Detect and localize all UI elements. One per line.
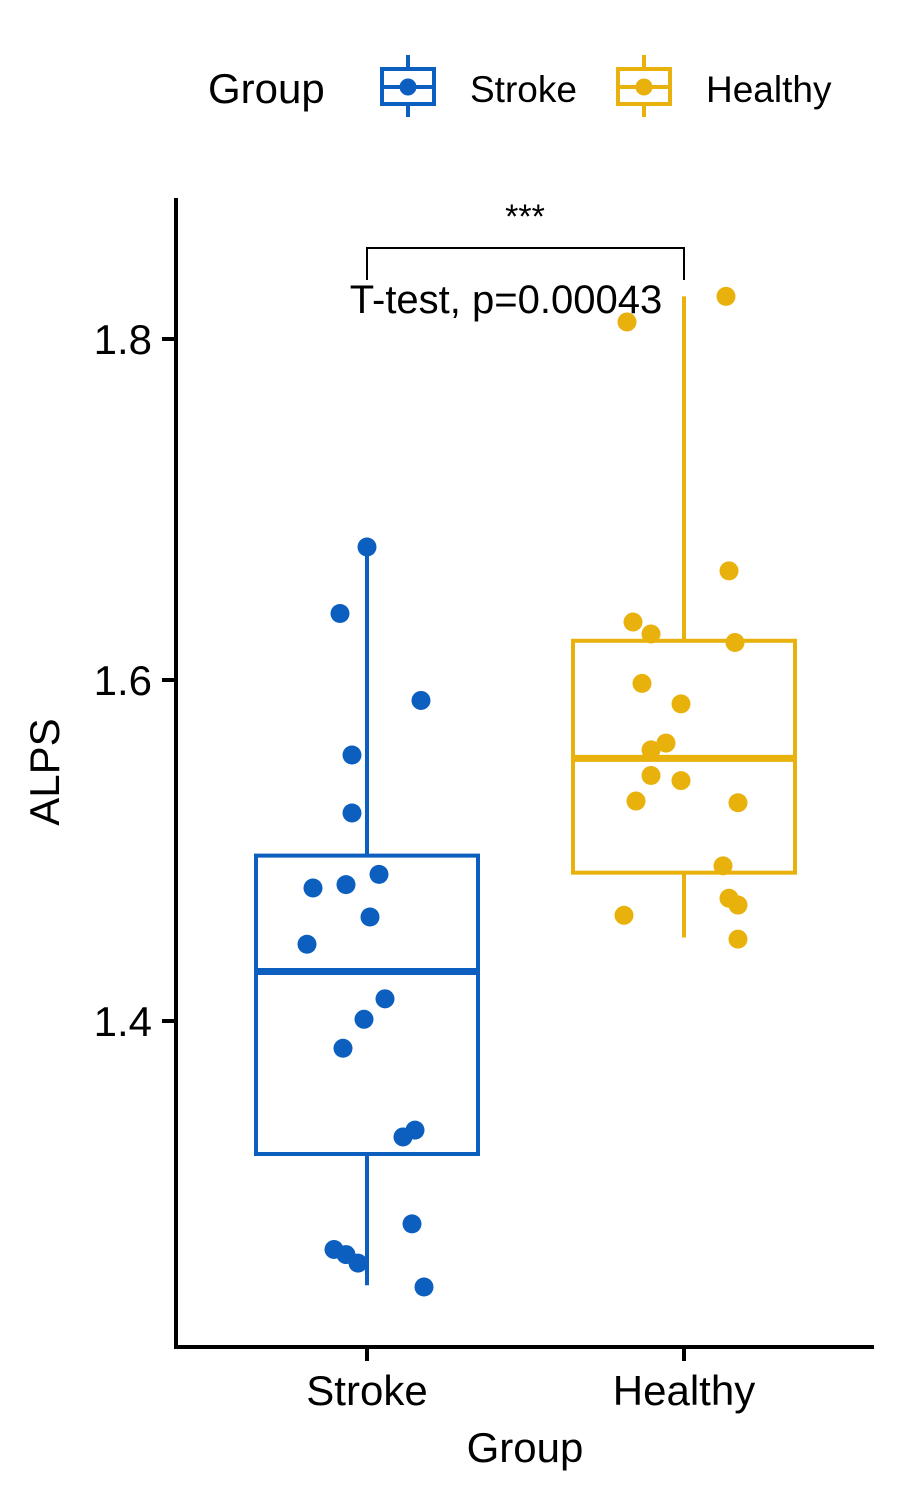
data-point [411,690,431,710]
x-tick-label: Stroke [306,1367,427,1414]
data-point [342,745,362,765]
data-point [728,793,748,813]
data-point [336,875,356,895]
data-point [728,929,748,949]
data-point [728,895,748,915]
data-point [360,907,380,927]
y-axis-title: ALPS [21,718,68,825]
box-group-healthy [571,286,797,949]
data-point [713,856,733,876]
y-tick-label: 1.8 [94,316,152,363]
data-point [330,604,350,624]
data-point [719,561,739,581]
data-point [393,1127,413,1147]
x-axis-title: Group [467,1424,584,1471]
data-point [641,765,661,785]
legend-item-stroke: Stroke [380,55,577,117]
data-point [617,312,637,332]
data-point [375,989,395,1009]
data-point [671,694,691,714]
legend-label-healthy: Healthy [706,69,832,110]
data-point [626,791,646,811]
data-point [414,1277,434,1297]
legend-key-point [399,78,417,96]
test-label: T-test, p=0.00043 [350,278,662,322]
data-point [297,934,317,954]
data-point [641,624,661,644]
legend-key-point [635,78,653,96]
legend-title: Group [208,65,325,112]
x-tick-label: Healthy [613,1367,755,1414]
data-point [671,771,691,791]
data-point [303,878,323,898]
data-point [725,632,745,652]
data-point [354,1009,374,1029]
data-point [632,673,652,693]
box [254,853,480,1156]
legend-item-healthy: Healthy [616,55,832,117]
data-point [641,740,661,760]
significance-annotation: *** T-test, p=0.00043 [350,198,685,322]
significance-stars: *** [505,198,545,236]
y-tick-label: 1.6 [94,657,152,704]
data-point [333,1038,353,1058]
legend: Group Stroke Healthy [208,55,832,117]
y-tick-label: 1.4 [94,998,152,1045]
data-point [402,1214,422,1234]
data-point [614,905,634,925]
data-point [716,286,736,306]
data-point [623,612,643,632]
data-point [342,803,362,823]
data-point [357,537,377,557]
significance-bracket [366,247,685,280]
data-point [348,1253,368,1273]
legend-label-stroke: Stroke [470,69,577,110]
box-group-stroke [254,537,480,1297]
data-point [369,864,389,884]
data-point [656,733,676,753]
